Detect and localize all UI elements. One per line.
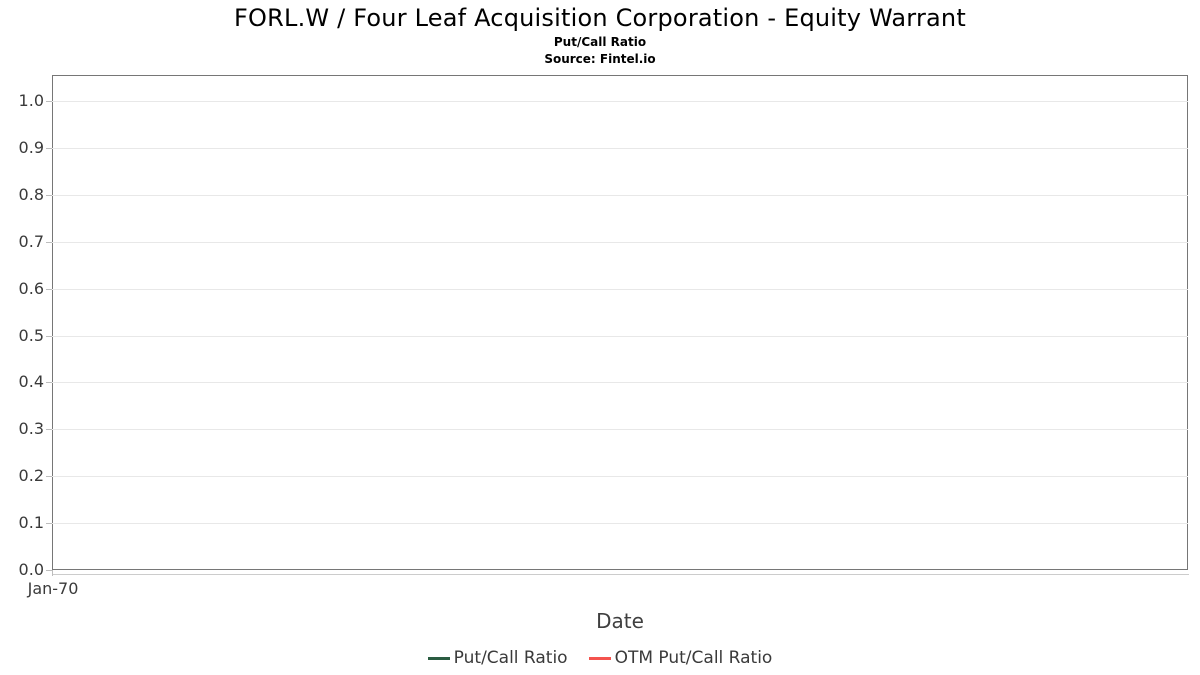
legend-item-label: Put/Call Ratio xyxy=(453,648,568,668)
legend-marker-line xyxy=(427,656,450,660)
chart-source-note: Source: Fintel.io xyxy=(544,52,656,66)
legend-item: Put/Call Ratio xyxy=(427,647,568,669)
y-gridline xyxy=(52,148,1188,149)
x-tick-mark xyxy=(52,570,53,576)
y-tick-mark xyxy=(46,476,52,477)
y-tick-mark xyxy=(46,570,52,571)
y-tick-label: 1.0 xyxy=(18,91,44,110)
y-tick-mark xyxy=(46,195,52,196)
y-gridline xyxy=(52,242,1188,243)
legend-item-label: OTM Put/Call Ratio xyxy=(614,648,773,668)
plot-area xyxy=(52,75,1188,570)
x-axis-label: Date xyxy=(596,609,644,633)
chart-title: FORL.W / Four Leaf Acquisition Corporati… xyxy=(234,4,966,32)
legend-item: OTM Put/Call Ratio xyxy=(588,647,773,669)
y-tick-label: 0.2 xyxy=(18,466,44,485)
y-tick-label: 0.9 xyxy=(18,138,44,157)
y-tick-mark xyxy=(46,101,52,102)
y-gridline xyxy=(52,195,1188,196)
y-gridline xyxy=(52,101,1188,102)
y-tick-label: 0.7 xyxy=(18,232,44,251)
y-tick-label: 0.4 xyxy=(18,372,44,391)
x-tick-label: Jan-70 xyxy=(27,579,79,598)
y-tick-mark xyxy=(46,336,52,337)
y-tick-mark xyxy=(46,242,52,243)
legend: Put/Call Ratio OTM Put/Call Ratio xyxy=(0,647,1200,669)
y-gridline xyxy=(52,289,1188,290)
y-tick-label: 0.1 xyxy=(18,513,44,532)
y-tick-label: 0.0 xyxy=(18,560,44,579)
y-tick-mark xyxy=(46,429,52,430)
y-tick-mark xyxy=(46,289,52,290)
y-gridline xyxy=(52,336,1188,337)
y-tick-mark xyxy=(46,382,52,383)
y-tick-mark xyxy=(46,148,52,149)
y-tick-label: 0.3 xyxy=(18,419,44,438)
chart-subtitle: Put/Call Ratio xyxy=(553,35,647,49)
y-gridline xyxy=(52,429,1188,430)
y-gridline xyxy=(52,523,1188,524)
y-gridline xyxy=(52,382,1188,383)
legend-marker-line xyxy=(588,656,611,660)
y-tick-label: 0.8 xyxy=(18,185,44,204)
y-tick-label: 0.6 xyxy=(18,279,44,298)
y-tick-mark xyxy=(46,523,52,524)
y-gridline xyxy=(52,476,1188,477)
x-axis-baseline xyxy=(52,574,1189,575)
y-tick-label: 0.5 xyxy=(18,326,44,345)
